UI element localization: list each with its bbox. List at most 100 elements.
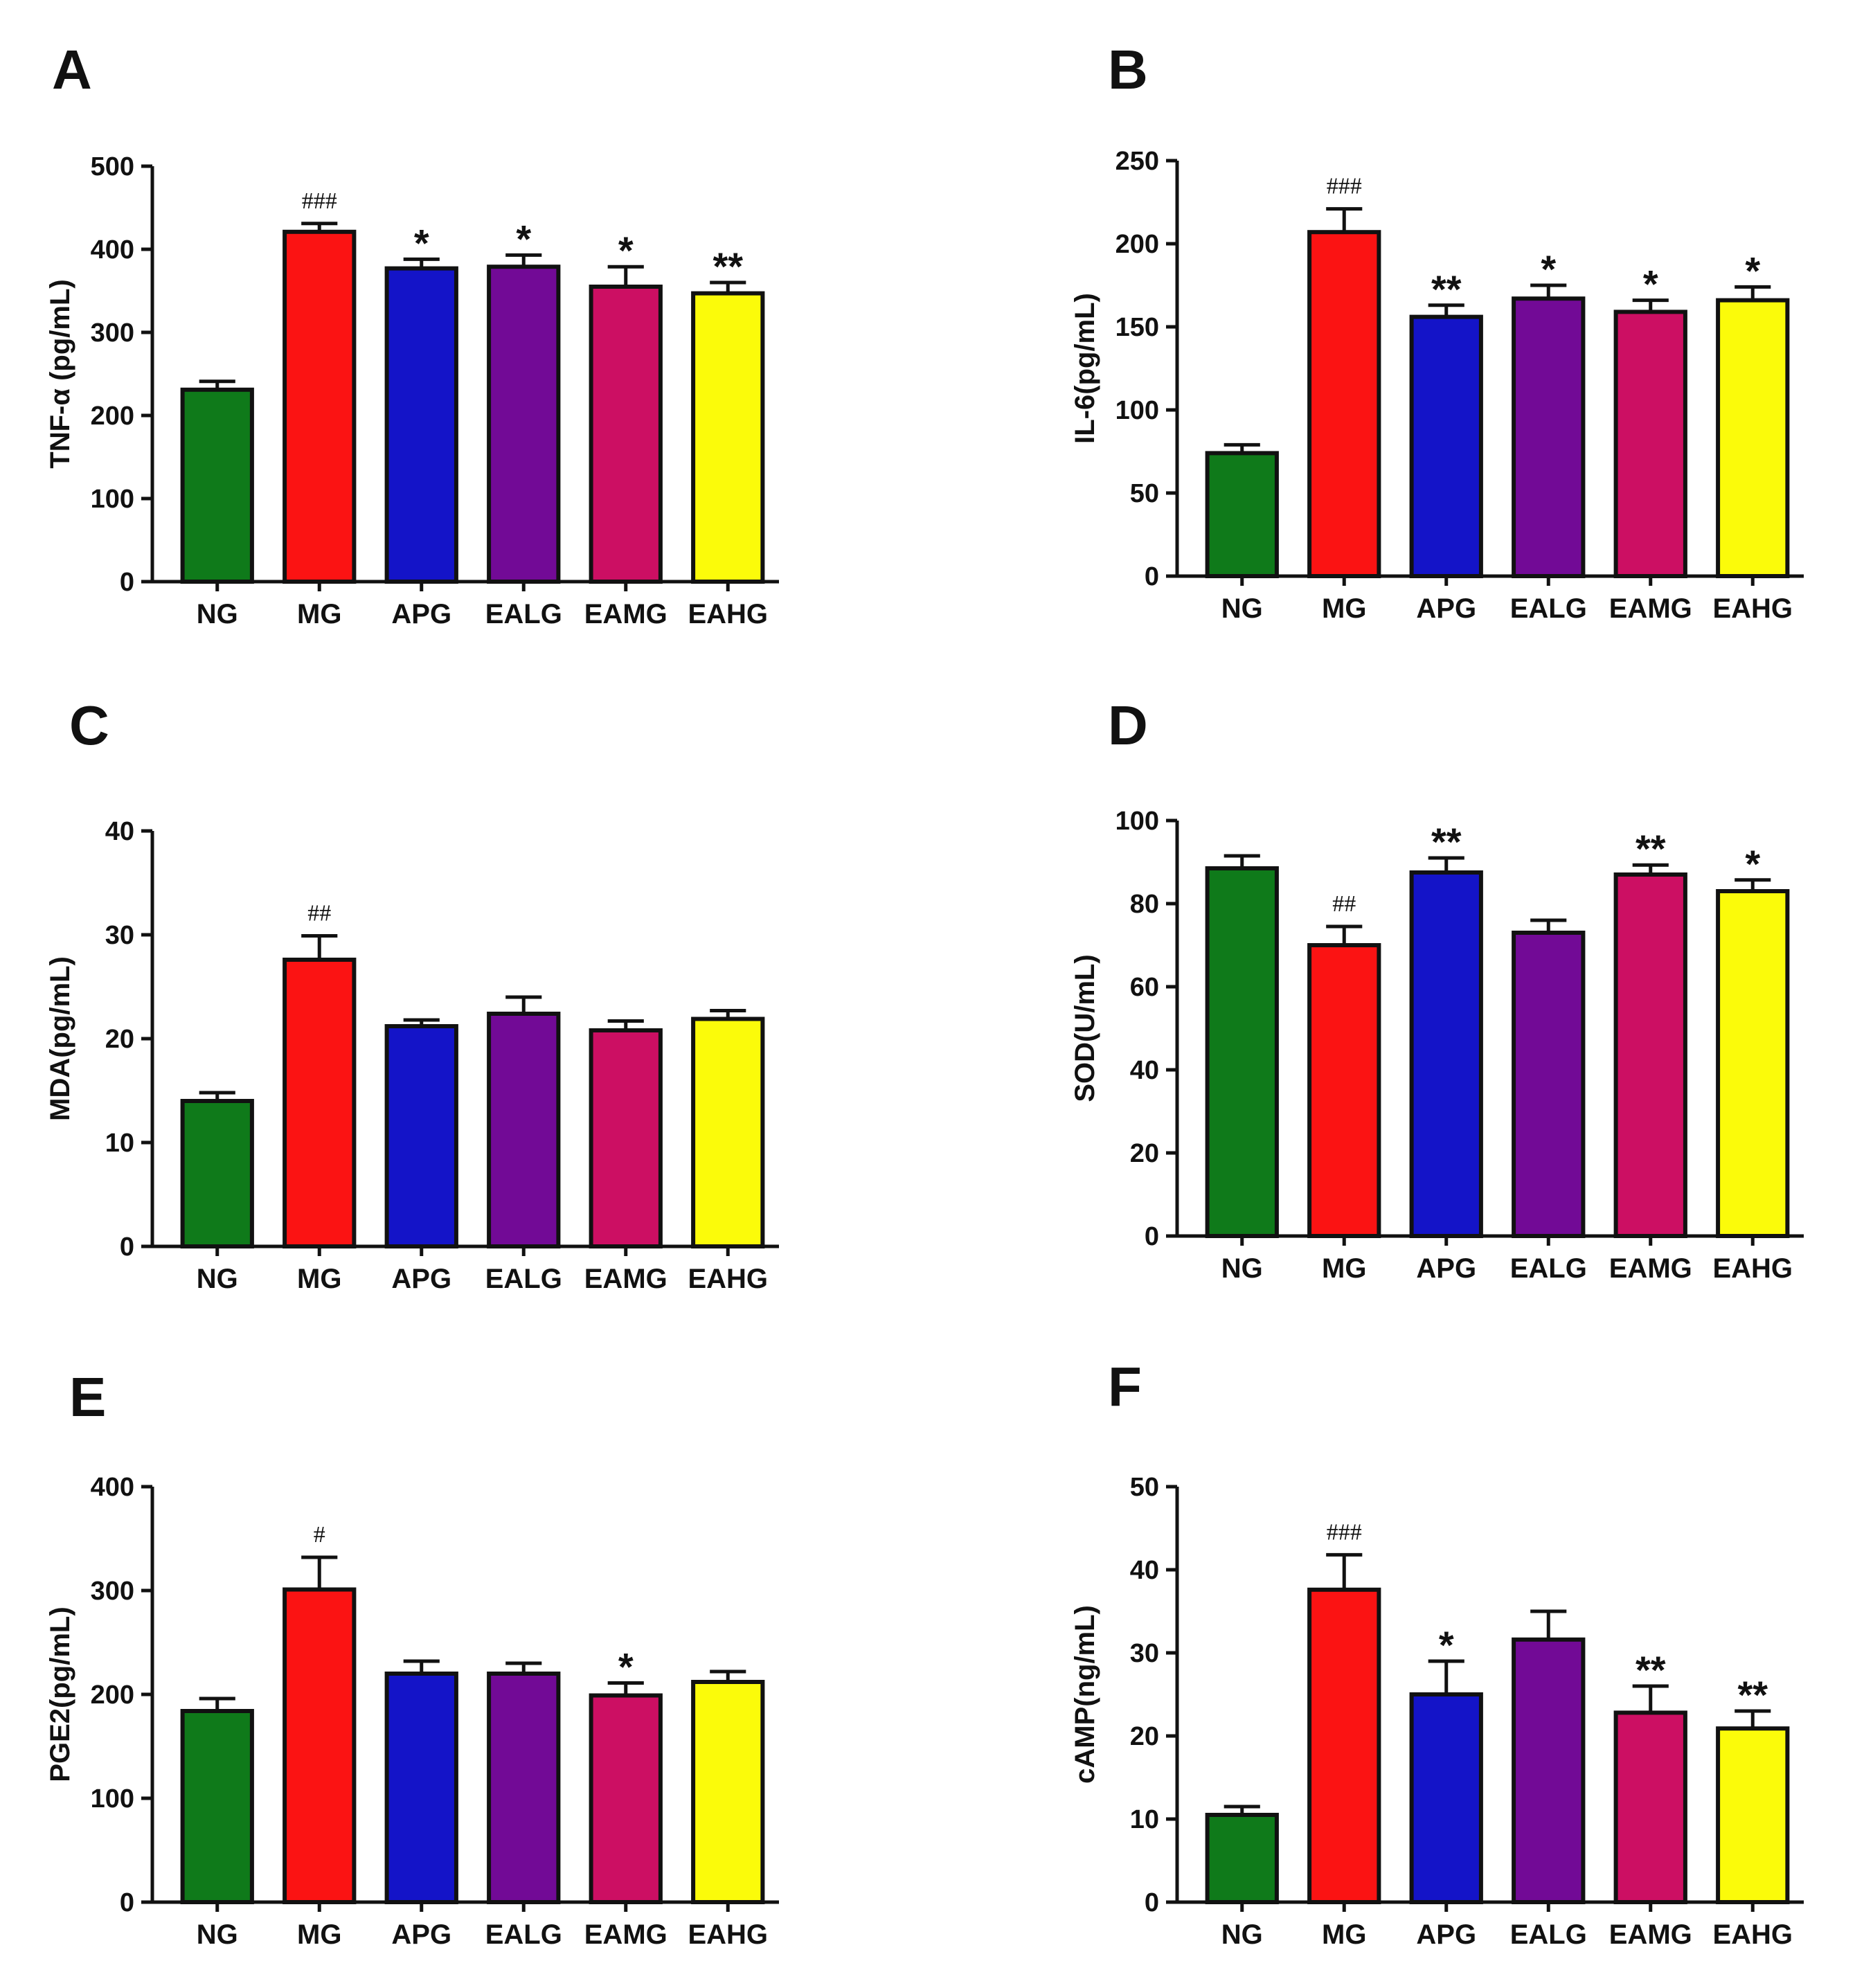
panel-letter: D bbox=[1108, 695, 1148, 756]
y-tick-label: 400 bbox=[91, 235, 134, 265]
y-tick-label: 20 bbox=[1130, 1722, 1159, 1751]
significance-mark-apg: ** bbox=[1431, 267, 1462, 311]
y-tick-label: 500 bbox=[91, 152, 134, 181]
bar-apg bbox=[1409, 870, 1483, 1238]
y-tick-label: 0 bbox=[120, 568, 134, 597]
bar-eamg bbox=[1613, 872, 1687, 1238]
x-category-label: EAMG bbox=[1609, 1919, 1692, 1950]
y-axis-title: IL-6(pg/mL) bbox=[1070, 293, 1100, 444]
panel-b: BIL-6(pg/mL)050100150200250NG###MG**APG*… bbox=[1070, 39, 1804, 624]
y-tick-label: 150 bbox=[1115, 313, 1159, 342]
bar-apg bbox=[384, 266, 458, 584]
y-tick-label: 200 bbox=[91, 402, 134, 431]
bar-apg bbox=[384, 1672, 458, 1904]
x-category-label: EAHG bbox=[1712, 593, 1793, 624]
panel-letter: B bbox=[1108, 39, 1148, 100]
y-axis-title: cAMP(ng/mL) bbox=[1070, 1605, 1100, 1784]
y-tick-label: 20 bbox=[1130, 1139, 1159, 1168]
y-tick-label: 40 bbox=[105, 817, 134, 846]
x-category-label: EAHG bbox=[688, 1919, 768, 1950]
significance-mark-eahg: ** bbox=[1737, 1673, 1768, 1717]
bar-mg bbox=[1307, 943, 1381, 1238]
bar-mg bbox=[283, 229, 357, 584]
significance-mark-eamg: ** bbox=[1636, 1648, 1666, 1692]
significance-mark-mg: ### bbox=[1327, 174, 1362, 199]
bar-ealg bbox=[487, 265, 561, 584]
y-tick-label: 100 bbox=[1115, 807, 1159, 836]
x-category-label: EAHG bbox=[688, 599, 768, 629]
x-category-label: EAMG bbox=[1609, 593, 1692, 624]
y-tick-label: 0 bbox=[120, 1233, 134, 1262]
y-tick-label: 400 bbox=[91, 1473, 134, 1502]
significance-mark-eamg: * bbox=[618, 229, 634, 272]
y-axis-title: MDA(pg/mL) bbox=[45, 956, 75, 1121]
bar-mg bbox=[283, 1587, 357, 1904]
x-category-label: EALG bbox=[1510, 593, 1587, 624]
bar-eamg bbox=[1613, 310, 1687, 578]
significance-mark-apg: ** bbox=[1431, 820, 1462, 863]
y-tick-label: 10 bbox=[105, 1129, 134, 1158]
x-category-label: MG bbox=[297, 1264, 341, 1294]
bar-eamg bbox=[589, 1693, 663, 1904]
x-category-label: EALG bbox=[1510, 1919, 1587, 1950]
x-category-label: APG bbox=[391, 1919, 451, 1950]
bar-mg bbox=[1307, 1587, 1381, 1905]
y-tick-label: 250 bbox=[1115, 147, 1159, 176]
panel-d: D SOD(U/mL) 0 20 40 60 80 100 NG ## MG ** APG EALG ** E… bbox=[1070, 695, 1804, 1284]
bar-eahg bbox=[691, 1680, 765, 1904]
bar-ealg bbox=[487, 1672, 561, 1904]
bar-ealg bbox=[1512, 931, 1586, 1238]
panel-letter: E bbox=[69, 1366, 106, 1428]
x-category-label: MG bbox=[1322, 1919, 1366, 1950]
x-category-label: MG bbox=[297, 599, 341, 629]
bar-mg bbox=[283, 958, 357, 1248]
significance-mark-apg: * bbox=[1439, 1623, 1454, 1667]
bar-ealg bbox=[1512, 296, 1586, 578]
bar-eahg bbox=[1716, 298, 1790, 578]
x-category-label: NG bbox=[197, 1919, 238, 1950]
bar-ng bbox=[1205, 866, 1279, 1238]
bar-ng bbox=[1205, 1813, 1279, 1904]
x-category-label: EAMG bbox=[584, 1919, 667, 1950]
panel-letter: C bbox=[69, 695, 109, 756]
x-category-label: MG bbox=[297, 1919, 341, 1950]
panel-e: E PGE2(pg/mL) 0 100 200 300 400 NG # MG APG EALG * EA… bbox=[45, 1366, 779, 1950]
y-tick-label: 300 bbox=[91, 1577, 134, 1606]
x-category-label: EAMG bbox=[584, 1264, 667, 1294]
bar-apg bbox=[1409, 1692, 1483, 1904]
bar-ng bbox=[180, 1709, 254, 1904]
panel-a: A TNF-α (pg/mL) 0 100 200 300 400 500 NG ### MG * AP… bbox=[45, 39, 779, 629]
x-category-label: NG bbox=[1221, 1253, 1263, 1284]
bar-ng bbox=[180, 1099, 254, 1248]
y-tick-label: 50 bbox=[1130, 1473, 1159, 1502]
y-tick-label: 80 bbox=[1130, 890, 1159, 919]
y-tick-label: 50 bbox=[1130, 479, 1159, 508]
x-category-label: EALG bbox=[485, 599, 562, 629]
y-tick-label: 100 bbox=[91, 1784, 134, 1814]
y-axis-title: SOD(U/mL) bbox=[1070, 954, 1100, 1102]
y-tick-label: 0 bbox=[1145, 562, 1159, 591]
x-category-label: EAMG bbox=[1609, 1253, 1692, 1284]
y-tick-label: 40 bbox=[1130, 1556, 1159, 1585]
significance-mark-eahg: * bbox=[1745, 842, 1760, 886]
significance-mark-mg: ### bbox=[302, 188, 337, 214]
x-category-label: EAMG bbox=[584, 599, 667, 629]
bar-eahg bbox=[691, 291, 765, 584]
y-tick-label: 10 bbox=[1130, 1805, 1159, 1834]
y-tick-label: 60 bbox=[1130, 973, 1159, 1002]
significance-mark-apg: * bbox=[414, 221, 429, 265]
bar-ealg bbox=[1512, 1637, 1586, 1905]
x-category-label: APG bbox=[1416, 593, 1476, 624]
y-tick-label: 0 bbox=[120, 1888, 134, 1917]
x-category-label: MG bbox=[1322, 1253, 1366, 1284]
y-tick-label: 200 bbox=[91, 1681, 134, 1710]
x-category-label: APG bbox=[1416, 1253, 1476, 1284]
x-category-label: EAHG bbox=[1712, 1919, 1793, 1950]
x-category-label: MG bbox=[1322, 593, 1366, 624]
bar-eamg bbox=[1613, 1710, 1687, 1904]
significance-mark-eamg: * bbox=[618, 1645, 634, 1689]
y-axis-title: TNF-α (pg/mL) bbox=[45, 279, 75, 468]
bar-mg bbox=[1307, 230, 1381, 578]
significance-mark-mg: ## bbox=[1332, 891, 1356, 917]
